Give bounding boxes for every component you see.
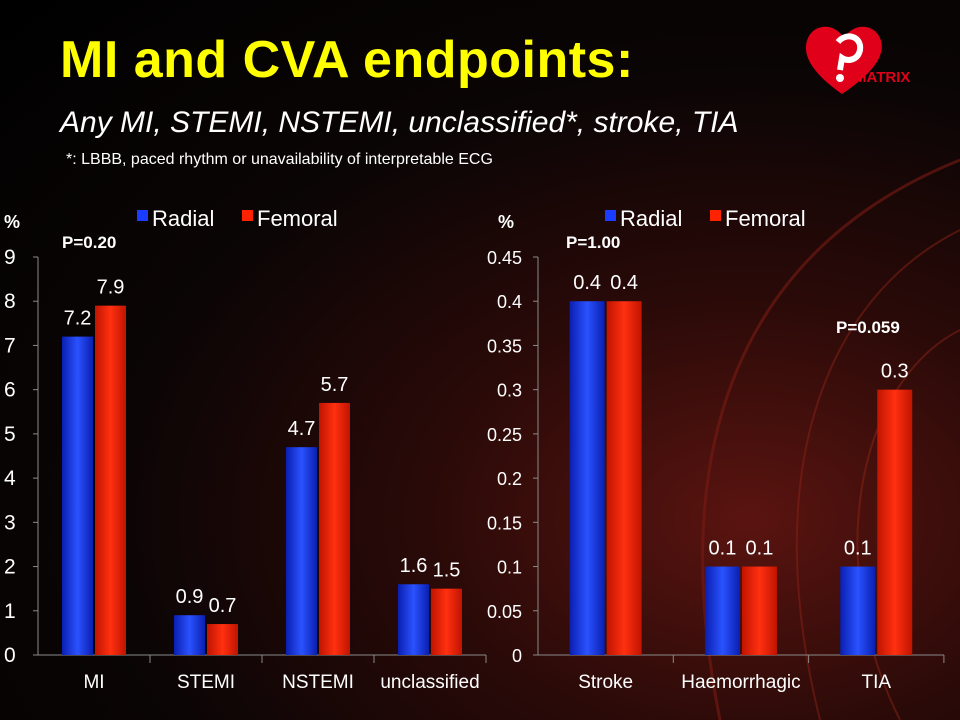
bar-radial-nstemi [286, 447, 317, 655]
y-tick-label: 0.15 [487, 513, 522, 533]
bar-femoral-haemorrhagic [741, 566, 777, 655]
matrix-logo: MATRIX [805, 26, 910, 95]
y-tick-label: 2 [4, 556, 16, 579]
data-label: 0.1 [844, 538, 872, 560]
legend-swatch-femoral [242, 210, 253, 221]
data-label: 0.9 [176, 586, 204, 608]
data-label: 0.1 [709, 538, 737, 560]
slide-title: MI and CVA endpoints: [60, 31, 634, 89]
y-tick-label: 0.05 [487, 602, 522, 622]
data-label: 1.5 [433, 560, 461, 582]
p-value-annotation: P=0.059 [836, 318, 900, 337]
legend-swatch-radial [137, 210, 148, 221]
y-tick-label: 0.2 [497, 469, 522, 489]
y-tick-label: 7 [4, 334, 16, 357]
legend-label-radial: Radial [152, 206, 214, 231]
data-label: 1.6 [400, 555, 428, 577]
y-axis-label: % [4, 212, 20, 232]
data-label: 4.7 [288, 418, 316, 440]
slide-subtitle: Any MI, STEMI, NSTEMI, unclassified*, st… [60, 106, 739, 139]
data-label: 5.7 [321, 374, 349, 396]
y-tick-label: 3 [4, 511, 16, 534]
slide-footnote: *: LBBB, paced rhythm or unavailability … [66, 151, 493, 168]
x-tick-label: unclassified [380, 672, 479, 693]
y-tick-label: 4 [4, 467, 16, 490]
bar-femoral-tia [877, 389, 913, 655]
x-tick-label: MI [83, 672, 104, 693]
y-tick-label: 9 [4, 246, 16, 269]
bar-radial-tia [840, 566, 876, 655]
bar-femoral-stemi [207, 624, 238, 655]
y-tick-label: 0 [4, 644, 16, 667]
bar-femoral-mi [95, 305, 126, 655]
bar-femoral-unclassified [431, 588, 462, 655]
p-value-annotation: P=0.20 [62, 233, 116, 252]
legend-label-femoral: Femoral [725, 206, 806, 231]
bar-radial-unclassified [398, 584, 429, 655]
data-label: 0.4 [610, 272, 638, 294]
y-tick-label: 0 [512, 646, 522, 666]
bar-radial-haemorrhagic [704, 566, 740, 655]
y-tick-label: 0.35 [487, 336, 522, 356]
y-tick-label: 6 [4, 379, 16, 402]
p-value-annotation: P=1.00 [566, 233, 620, 252]
x-tick-label: TIA [861, 672, 891, 693]
x-tick-label: Haemorrhagic [681, 672, 800, 693]
y-tick-label: 0.1 [497, 558, 522, 578]
bar-radial-stroke [569, 301, 605, 655]
bar-radial-stemi [174, 615, 205, 655]
bar-femoral-stroke [606, 301, 642, 655]
data-label: 7.2 [64, 308, 92, 330]
y-tick-label: 5 [4, 423, 16, 446]
bar-radial-mi [62, 336, 93, 655]
y-tick-label: 1 [4, 600, 16, 623]
legend-label-radial: Radial [620, 206, 682, 231]
data-label: 0.3 [881, 361, 909, 383]
legend-label-femoral: Femoral [257, 206, 338, 231]
x-tick-label: Stroke [578, 672, 633, 693]
y-tick-label: 0.25 [487, 425, 522, 445]
data-label: 7.9 [97, 277, 125, 299]
y-tick-label: 0.4 [497, 292, 522, 312]
bar-femoral-nstemi [319, 402, 350, 655]
data-label: 0.4 [573, 272, 601, 294]
data-label: 0.1 [746, 538, 774, 560]
y-axis-label: % [498, 212, 514, 232]
logo-text: MATRIX [854, 69, 910, 86]
data-label: 0.7 [209, 595, 237, 617]
y-tick-label: 0.3 [497, 381, 522, 401]
y-tick-label: 0.45 [487, 248, 522, 268]
y-tick-label: 8 [4, 290, 16, 313]
legend-swatch-radial [605, 210, 616, 221]
legend-swatch-femoral [710, 210, 721, 221]
x-tick-label: STEMI [177, 672, 235, 693]
x-tick-label: NSTEMI [282, 672, 354, 693]
